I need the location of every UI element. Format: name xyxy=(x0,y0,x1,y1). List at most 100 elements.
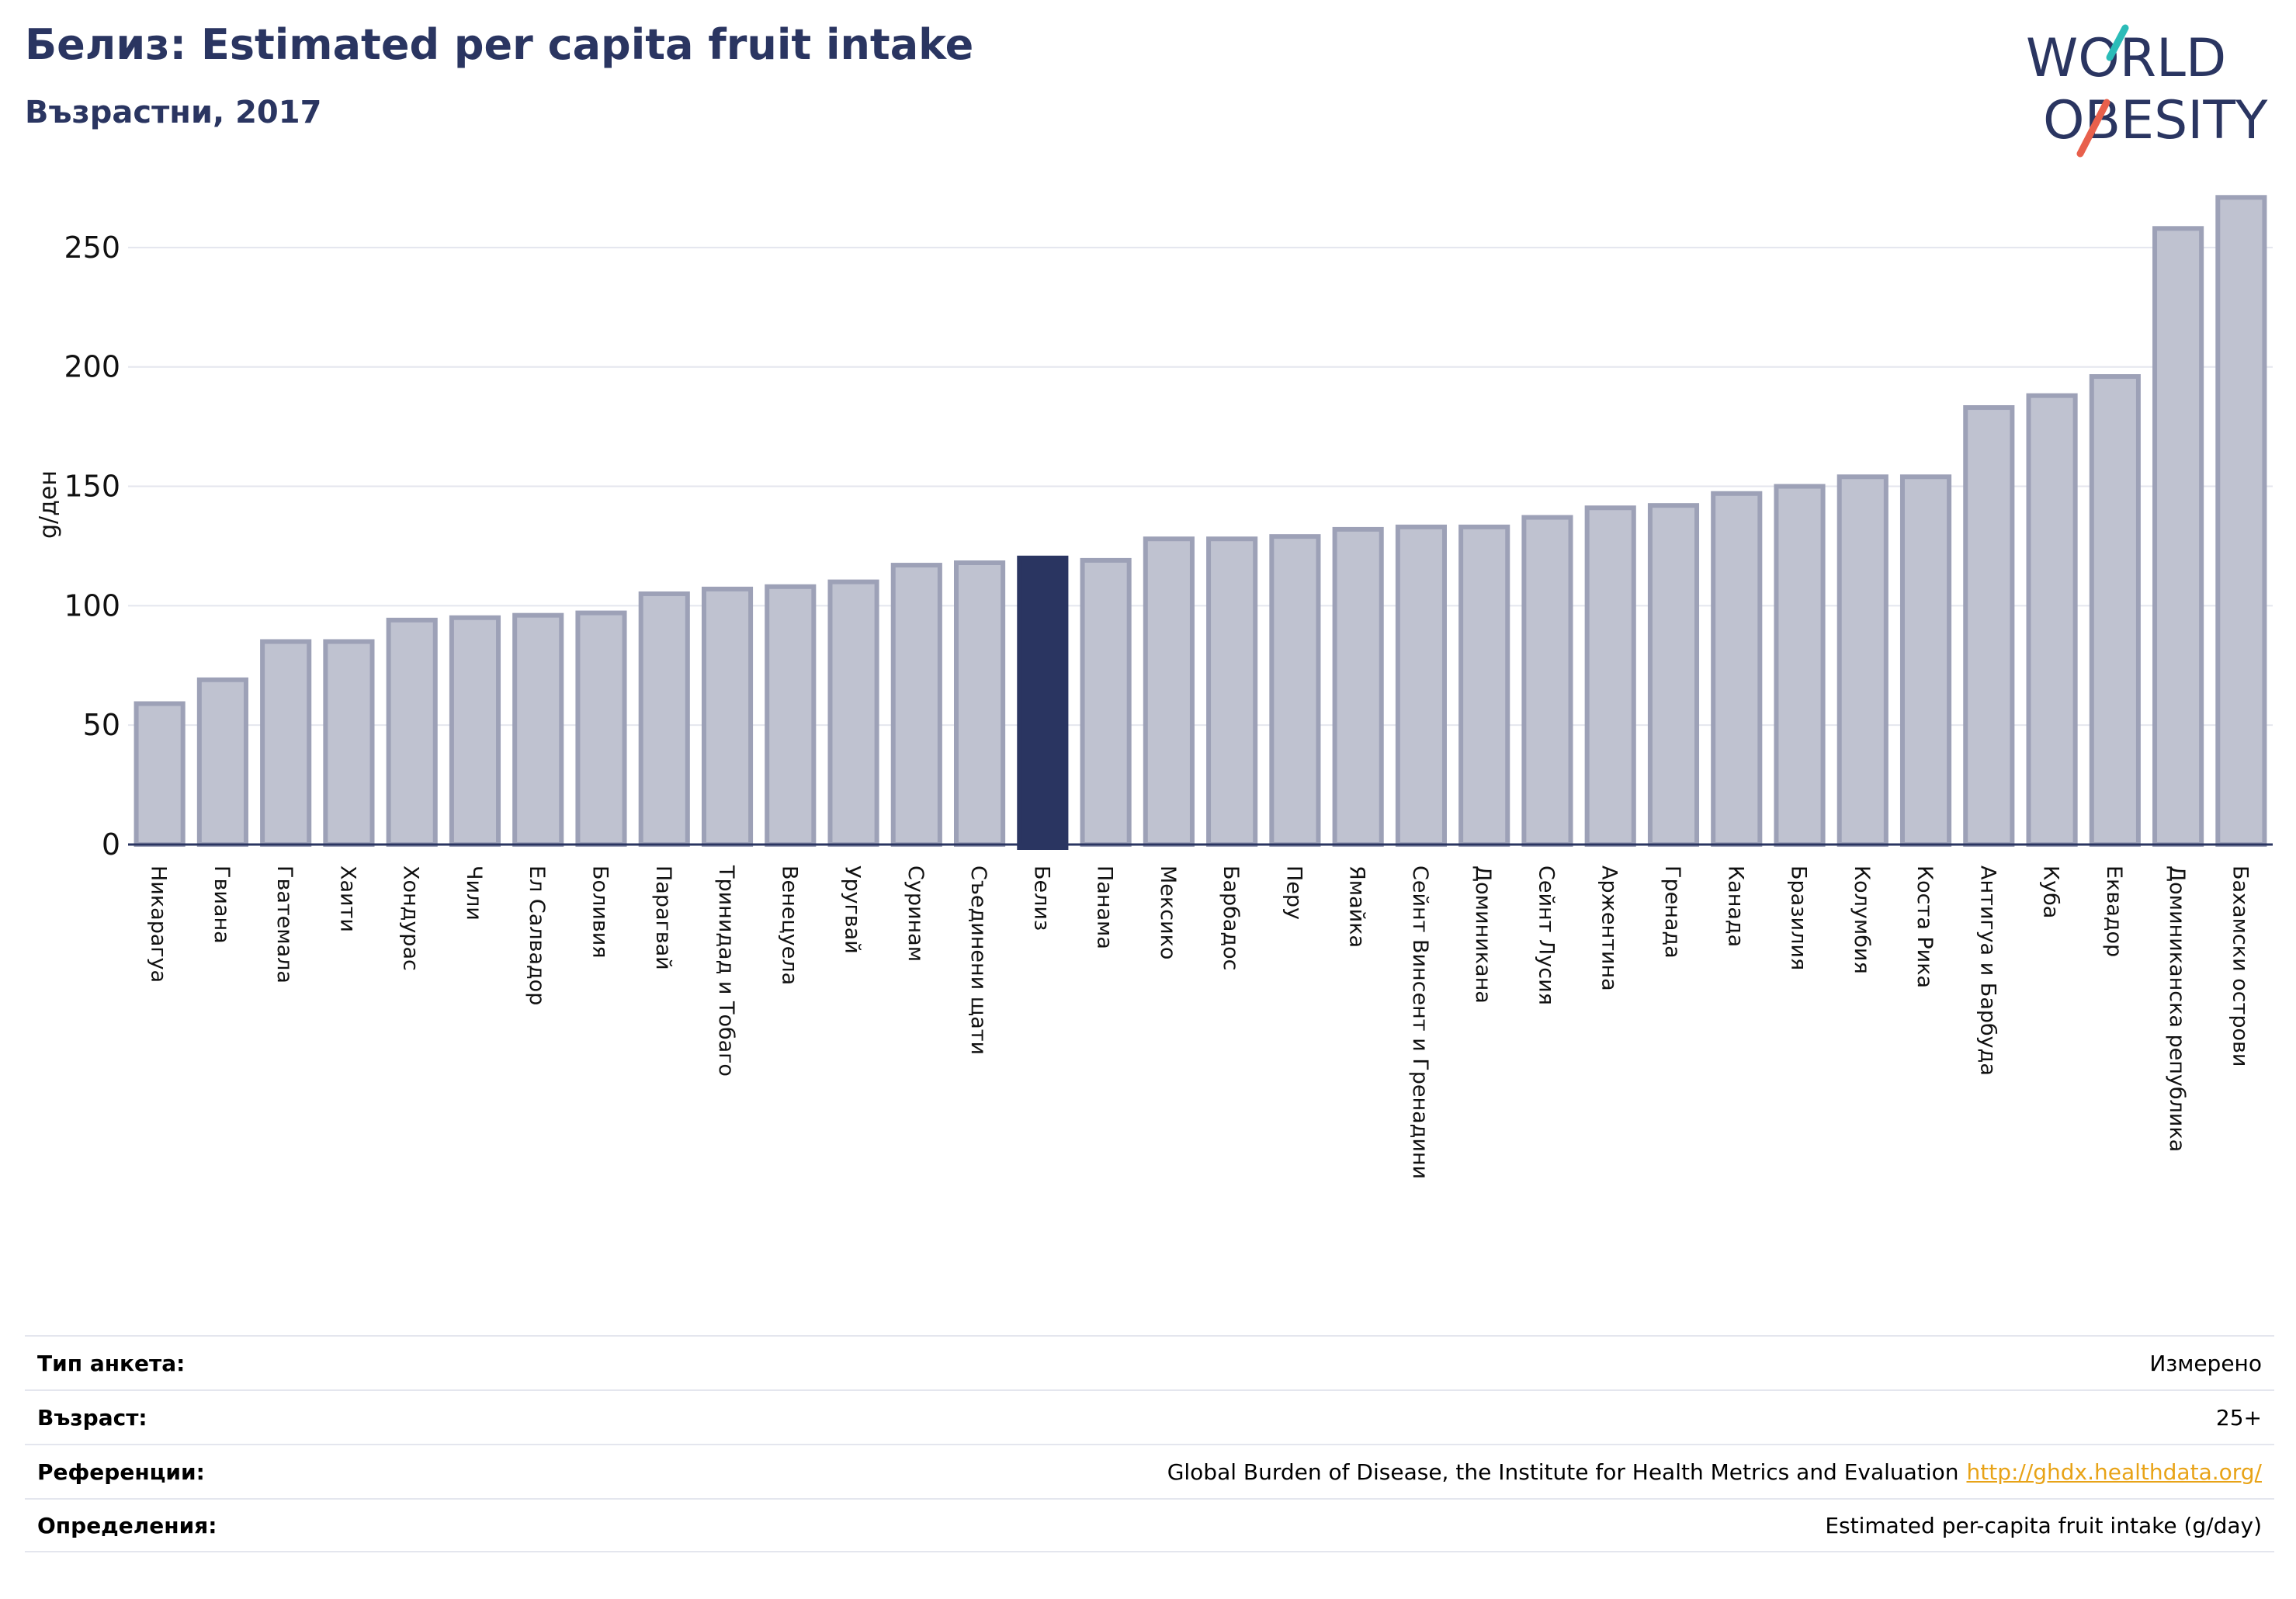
bar xyxy=(954,560,1006,847)
category-label: Чили xyxy=(462,865,486,921)
bar xyxy=(827,579,879,847)
category-label: Хаити xyxy=(335,865,359,932)
bar xyxy=(1584,505,1636,847)
logo-word-obesity: OBESITY xyxy=(2043,90,2268,151)
bar xyxy=(765,584,817,848)
bar xyxy=(1395,524,1447,847)
category-label: Сейнт Винсент и Гренадини xyxy=(1408,865,1432,1179)
category-label: Тринидад и Тобаго xyxy=(714,865,738,1077)
logo-red-slash xyxy=(2076,99,2110,158)
category-label: Суринам xyxy=(903,865,928,962)
meta-label: Възраст: xyxy=(37,1404,147,1431)
logo-teal-slash xyxy=(2106,24,2129,61)
bar xyxy=(512,612,564,847)
bar xyxy=(449,615,501,848)
category-label: Панама xyxy=(1093,865,1117,949)
category-label: Ел Салвадор xyxy=(525,865,549,1005)
bar xyxy=(575,610,627,847)
bar xyxy=(1269,534,1321,848)
bar xyxy=(1774,484,1826,848)
category-label: Венецуела xyxy=(777,865,801,985)
y-tick-label: 150 xyxy=(64,470,120,504)
bar xyxy=(2089,374,2141,847)
category-label: Еквадор xyxy=(2102,865,2126,957)
category-label: Перу xyxy=(1282,865,1306,920)
bar xyxy=(890,563,942,847)
bar xyxy=(386,617,438,848)
meta-value: Global Burden of Disease, the Institute … xyxy=(1167,1459,1959,1485)
bar xyxy=(1899,474,1952,847)
chart-title: Белиз: Estimated per capita fruit intake xyxy=(25,20,974,69)
category-label: Аржентина xyxy=(1597,865,1621,991)
bar xyxy=(1647,503,1700,847)
bar xyxy=(1836,474,1888,847)
bar xyxy=(1521,515,1573,848)
category-label: Уругвай xyxy=(841,865,865,954)
bar xyxy=(1332,526,1384,847)
category-label: Канада xyxy=(1723,865,1747,947)
bar xyxy=(1963,405,2015,847)
bar xyxy=(1017,555,1069,850)
meta-label: Тип анкета: xyxy=(37,1350,186,1376)
category-label: Парагвай xyxy=(651,865,675,970)
chart-subtitle: Възрастни, 2017 xyxy=(25,95,322,130)
category-label: Коста Рика xyxy=(1913,865,1937,988)
bar xyxy=(701,586,754,847)
category-label: Съединени щати xyxy=(966,865,990,1055)
bar xyxy=(1711,491,1763,847)
meta-label: Определения: xyxy=(37,1512,217,1538)
meta-value: Измерено xyxy=(2149,1350,2262,1376)
category-label: Гренада xyxy=(1660,865,1684,959)
bar xyxy=(260,639,312,847)
meta-value: 25+ xyxy=(2215,1404,2262,1431)
reference-link[interactable]: http://ghdx.healthdata.org/ xyxy=(1966,1459,2262,1485)
meta-value: Estimated per-capita fruit intake (g/day… xyxy=(1825,1512,2262,1538)
category-label: Гватемала xyxy=(272,865,297,983)
bar xyxy=(1458,524,1510,847)
category-labels: Никарагуа Гвиана Гватемала Хаити Хондурас Чил… xyxy=(147,865,2253,1179)
category-label: Никарагуа xyxy=(147,865,171,983)
bar xyxy=(2026,393,2078,848)
y-tick-label: 250 xyxy=(64,231,120,265)
logo-word-world: WORLD xyxy=(2026,28,2226,89)
meta-row-definitions: Определения: Estimated per-capita fruit … xyxy=(25,1498,2274,1552)
bar xyxy=(1206,536,1258,847)
meta-row-references: Референции: Global Burden of Disease, th… xyxy=(25,1444,2274,1498)
category-label: Ямайка xyxy=(1345,865,1369,948)
bar xyxy=(196,677,248,847)
category-label: Сейнт Лусия xyxy=(1534,865,1558,1005)
y-tick-label: 50 xyxy=(83,708,120,742)
category-label: Доминиканска република xyxy=(2165,865,2189,1152)
y-tick-labels: 0 50 100 150 200 250 xyxy=(64,231,120,862)
y-axis-label: g/ден xyxy=(35,470,62,539)
y-tick-label: 0 xyxy=(102,827,120,862)
meta-row-age: Възраст: 25+ xyxy=(25,1389,2274,1444)
category-label: Доминикана xyxy=(1471,865,1495,1004)
metadata-table: Тип анкета: Измерено Възраст: 25+ Рефере… xyxy=(25,1335,2274,1552)
category-label: Мексико xyxy=(1156,865,1180,959)
y-tick-label: 100 xyxy=(64,588,120,623)
category-label: Бразилия xyxy=(1787,865,1811,970)
category-label: Гвиана xyxy=(210,865,234,944)
meta-value-group: Global Burden of Disease, the Institute … xyxy=(1167,1459,2262,1485)
bar xyxy=(1080,557,1132,847)
y-tick-label: 200 xyxy=(64,350,120,384)
category-label: Барбадос xyxy=(1219,865,1243,970)
bar xyxy=(2215,195,2267,847)
meta-row-survey-type: Тип анкета: Измерено xyxy=(25,1335,2274,1389)
bar xyxy=(323,639,375,847)
category-label: Бахамски острови xyxy=(2228,865,2252,1067)
meta-label: Референции: xyxy=(37,1459,205,1485)
bar xyxy=(134,701,186,848)
bar xyxy=(2152,226,2204,848)
category-label: Белиз xyxy=(1029,865,1053,931)
bar xyxy=(1143,536,1195,847)
world-obesity-logo: WORLD OBESITY xyxy=(2026,24,2268,158)
category-label: Хондурас xyxy=(399,865,423,971)
bar xyxy=(638,591,690,847)
bar-chart: 0 50 100 150 200 250 Никарагуа Гвиана Гватемала… xyxy=(35,195,2273,1179)
category-label: Боливия xyxy=(588,865,612,959)
category-label: Антигуа и Барбуда xyxy=(1975,865,1999,1076)
category-label: Колумбия xyxy=(1850,865,1874,974)
bars xyxy=(134,195,2267,850)
